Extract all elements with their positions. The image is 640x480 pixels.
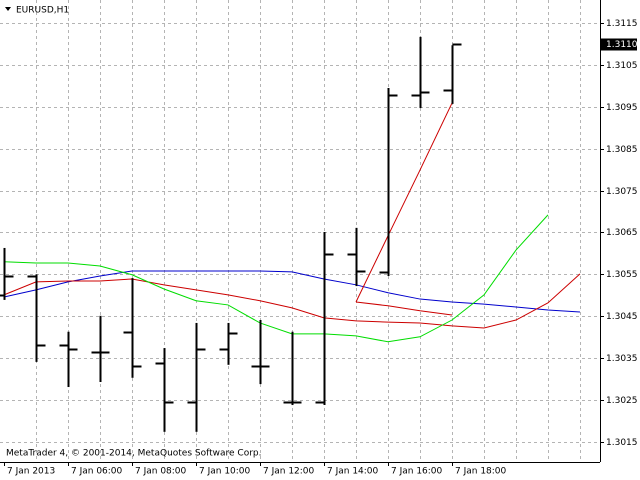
y-tick-label: 1.3075	[606, 187, 638, 197]
y-tick-label: 1.3045	[606, 312, 638, 322]
x-tick-label: 7 Jan 2013	[7, 467, 55, 477]
indicator-line	[3, 273, 581, 329]
y-tick-label: 1.3025	[606, 396, 638, 406]
bars	[0, 36, 462, 432]
menu-triangle[interactable]	[5, 7, 11, 11]
y-tick-label: 1.3085	[606, 145, 638, 155]
x-tick-label: 7 Jan 10:00	[199, 467, 251, 477]
current-price-box	[601, 38, 637, 51]
chart-title: EURUSD,H1	[16, 6, 69, 16]
copyright: MetaTrader 4, © 2001-2014, MetaQuotes So…	[6, 449, 262, 459]
y-tick-label: 1.3115	[606, 19, 638, 29]
x-tick-label: 7 Jan 12:00	[263, 467, 315, 477]
indicators	[3, 102, 581, 343]
y-tick-label: 1.3055	[606, 270, 638, 280]
x-tick-label: 7 Jan 08:00	[135, 467, 187, 477]
x-tick-label: 7 Jan 16:00	[391, 467, 443, 477]
y-tick-label: 1.3035	[606, 354, 638, 364]
indicator-line	[355, 102, 453, 303]
y-tick-label: 1.3095	[606, 103, 638, 113]
x-tick-label: 7 Jan 06:00	[71, 467, 123, 477]
axes: 7 Jan 2013 7 Jan 06:00 7 Jan 08:00 7 Jan 10…	[4, 19, 638, 477]
y-tick-label: 1.3015	[606, 438, 638, 448]
indicator-line	[355, 301, 453, 316]
indicator-line	[3, 270, 581, 313]
x-tick-label: 7 Jan 14:00	[327, 467, 379, 477]
y-tick-label: 1.3065	[606, 228, 638, 238]
y-tick-label: 1.3105	[606, 61, 638, 71]
grid	[0, 0, 600, 462]
current-price-label: 1.3110	[606, 40, 638, 50]
x-tick-label: 7 Jan 18:00	[455, 467, 507, 477]
indicator-line	[3, 214, 549, 343]
